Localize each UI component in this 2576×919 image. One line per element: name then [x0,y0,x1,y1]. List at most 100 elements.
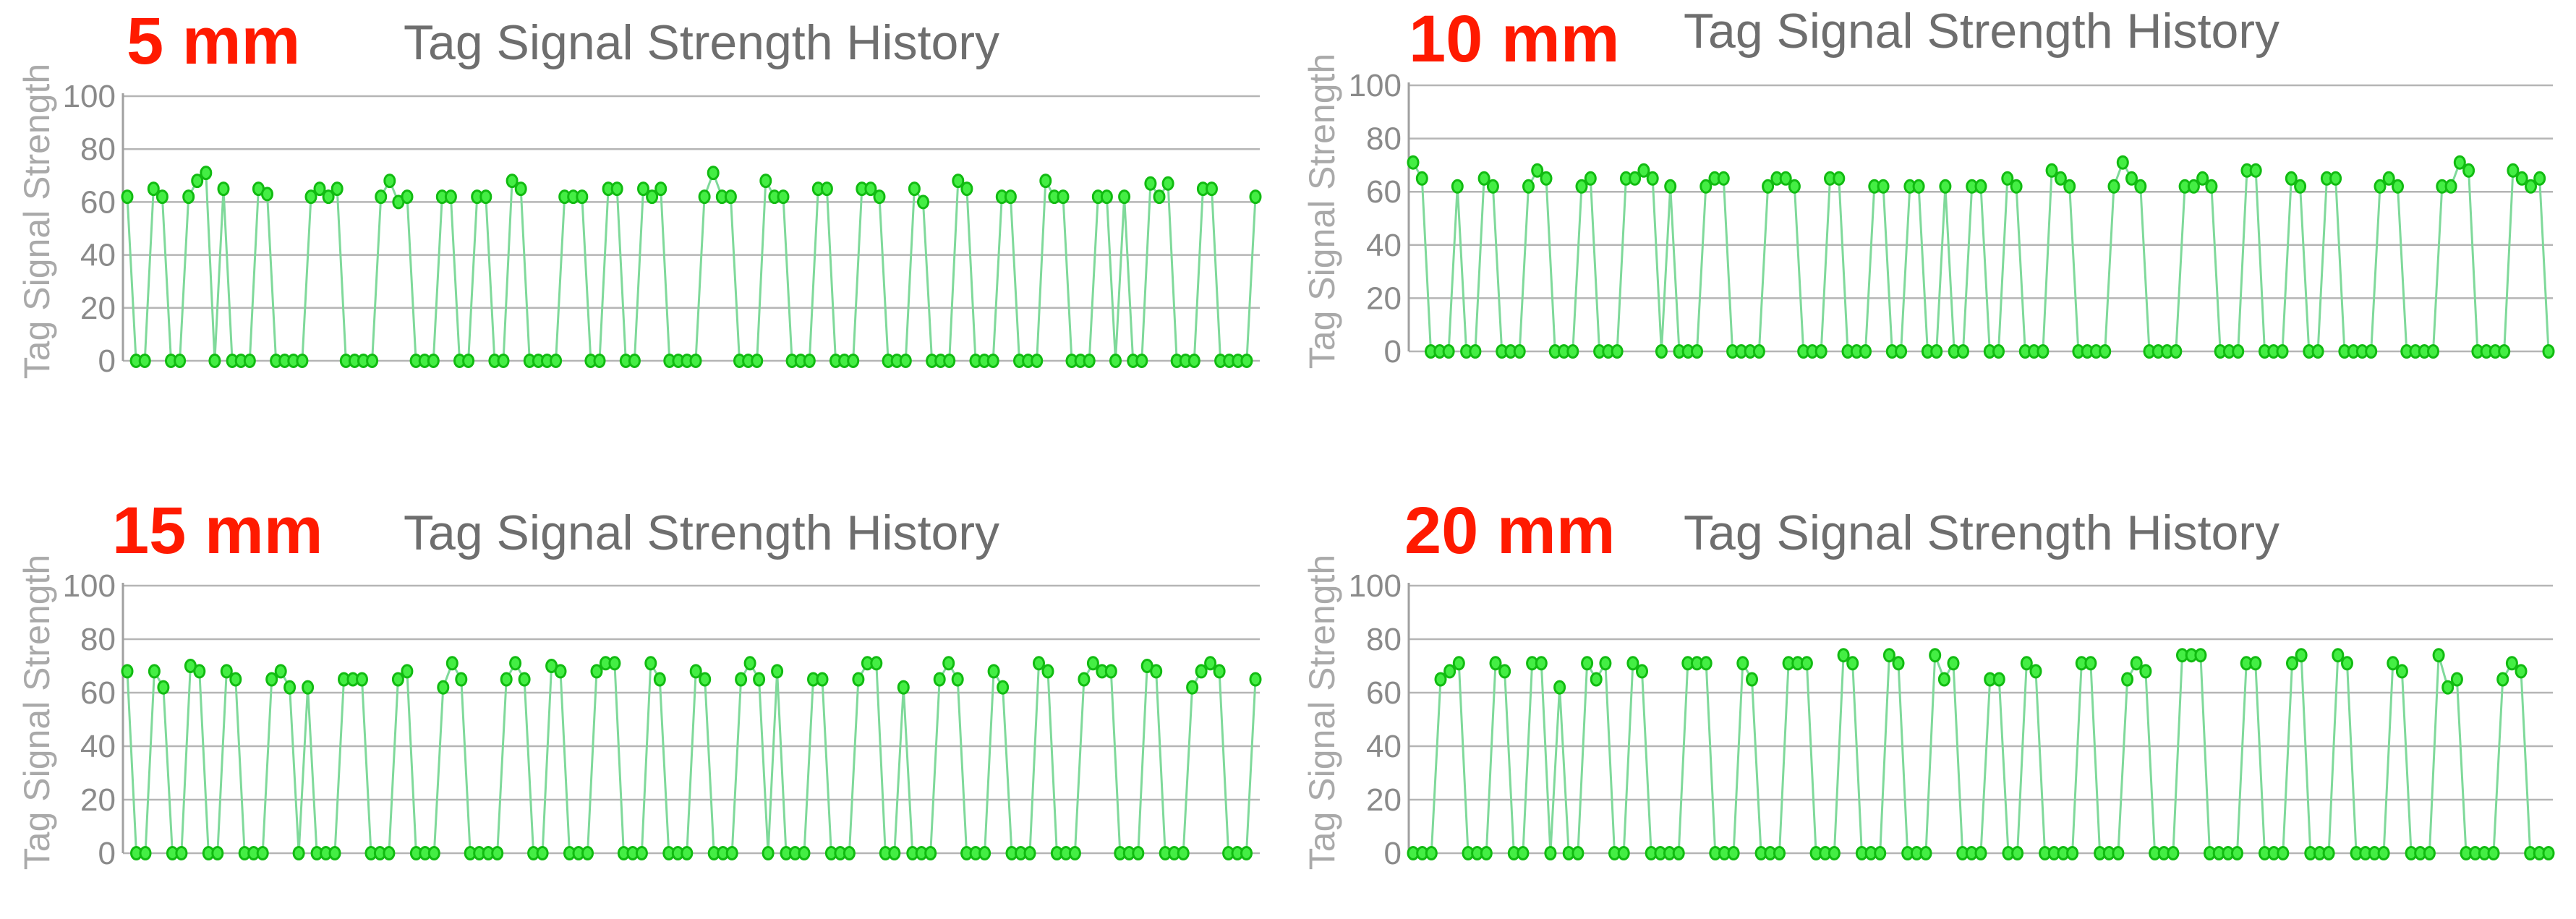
data-point [401,189,414,205]
data-point [1937,672,1950,687]
data-point [699,672,712,687]
data-point [1434,672,1447,687]
data-point [1929,648,1942,663]
data-point [444,189,457,205]
data-point [1144,176,1157,191]
data-point [2107,179,2120,194]
data-point [500,672,513,687]
data-point [1837,648,1850,663]
data-point [2037,344,2050,359]
data-point [2542,846,2555,860]
data-point [182,189,195,205]
data-point [590,664,603,679]
data-point [1717,171,1730,186]
data-point [610,181,623,197]
data-point [1031,354,1044,368]
data-point [644,656,657,671]
data-point [2276,344,2289,359]
data-point [155,189,169,205]
data-point [1186,680,1199,695]
data-point [1068,846,1081,860]
data-point [2011,846,2024,860]
data-point [628,354,641,368]
y-axis-label: Tag Signal Strength [17,64,57,379]
y-tick-label: 60 [80,184,116,220]
data-point [2187,179,2200,194]
data-point [157,680,170,695]
data-point [2507,163,2520,178]
data-point [383,174,396,189]
y-tick-label: 0 [98,836,116,871]
data-point [2054,171,2067,186]
data-point [1407,155,1420,170]
data-point [1517,846,1530,860]
data-point [2112,846,2125,860]
data-point [581,846,594,860]
data-point [1486,179,1499,194]
data-point [1240,354,1253,368]
data-point [2285,171,2298,186]
chart-title: Tag Signal Strength History [404,15,999,70]
data-point [1992,672,2005,687]
data-point [1104,664,1117,679]
data-point [908,181,921,197]
y-tick-label: 100 [1349,68,1402,103]
data-point [2427,344,2439,359]
data-point [1814,344,1827,359]
data-point [725,846,738,860]
data-point [952,174,965,189]
data-point [689,354,702,368]
data-point [2139,664,2152,679]
y-tick-label: 60 [1366,174,1402,210]
data-point [509,656,522,671]
data-point [1057,189,1070,205]
data-point [1974,846,1987,860]
data-point [427,846,440,860]
y-tick-label: 0 [1384,836,1402,871]
data-point [2329,171,2342,186]
data-point [1664,179,1677,194]
data-point [2294,179,2307,194]
data-point [1118,189,1131,205]
data-point [2525,179,2537,194]
data-point [479,189,492,205]
data-point [1859,344,1872,359]
data-point [1100,189,1113,205]
data-point [2542,344,2555,359]
chart-panel-3: 15 mm Tag Signal Strength History Tag Sign… [17,494,1262,871]
data-point [2170,344,2183,359]
data-point [1599,656,1612,671]
data-point [1425,846,1438,860]
data-point [304,189,317,205]
data-point [759,174,772,189]
data-point [1195,664,1208,679]
data-point [1699,179,1713,194]
y-tick-label: 0 [98,343,116,379]
data-point [798,846,811,860]
y-tick-label: 40 [80,238,116,273]
data-point [943,354,956,368]
data-point [2196,171,2209,186]
data-point [328,846,341,860]
data-point [2332,648,2345,663]
data-point [933,672,946,687]
data-point [121,664,134,679]
data-point [1039,174,1052,189]
data-point [261,187,273,202]
data-point [1691,344,1703,359]
data-point [1939,179,1952,194]
data-point [401,664,414,679]
y-tick-label: 80 [1366,622,1402,657]
data-point [296,354,309,368]
data-point [2365,344,2378,359]
data-point [1992,344,2005,359]
data-point [375,189,388,205]
data-point [2441,680,2455,695]
panel-label: 15 mm [112,494,323,568]
data-point [322,189,335,205]
data-point [2387,656,2400,671]
data-point [681,846,694,860]
data-point [2374,179,2387,194]
y-tick-label: 20 [1366,782,1402,818]
